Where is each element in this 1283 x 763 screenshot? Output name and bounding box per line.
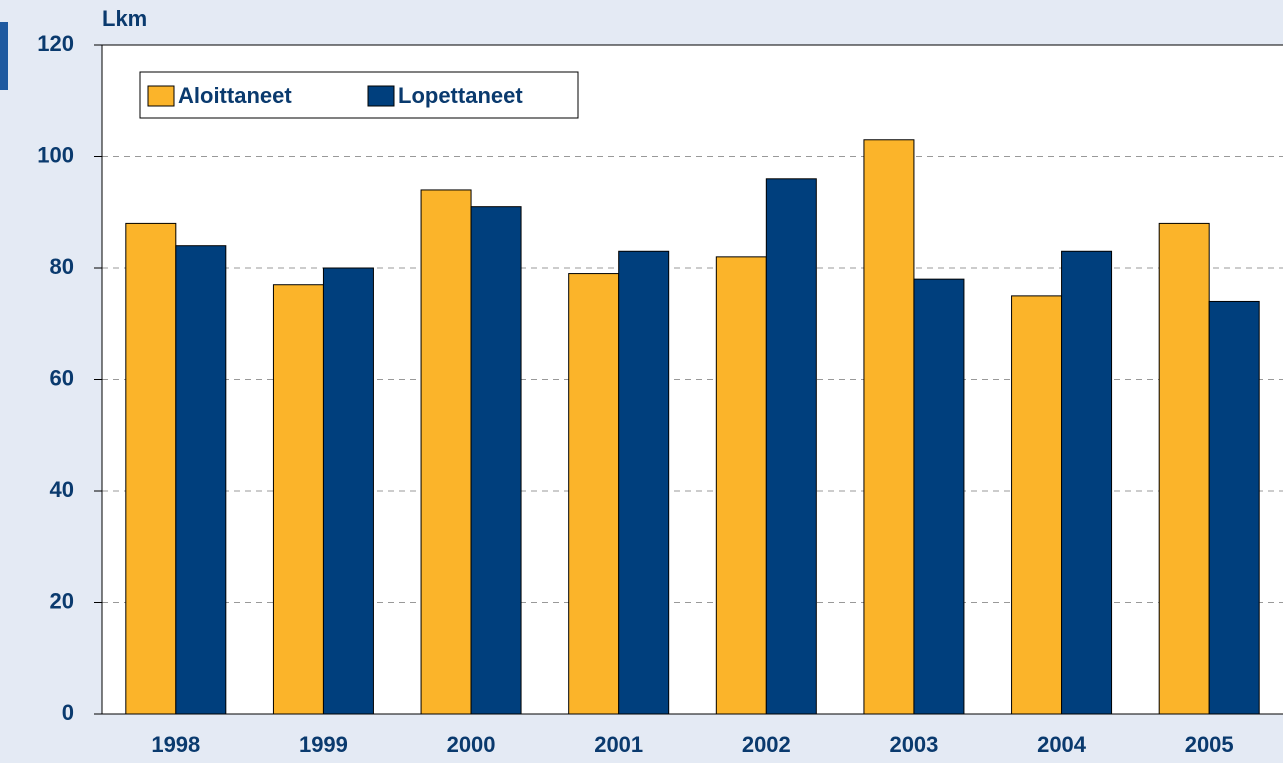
legend-swatch (367, 85, 395, 107)
x-tick-label: 2003 (889, 732, 938, 757)
y-tick-label: 40 (50, 477, 74, 502)
bar (1011, 295, 1063, 715)
y-tick-label: 120 (37, 31, 74, 56)
bar (470, 206, 522, 715)
bar (715, 256, 767, 715)
bar (175, 245, 227, 715)
x-tick-label: 2004 (1037, 732, 1087, 757)
bar (863, 139, 915, 715)
legend-label: Aloittaneet (178, 83, 292, 108)
y-tick-label: 60 (50, 365, 74, 390)
bar (420, 189, 472, 715)
x-tick-label: 2000 (447, 732, 496, 757)
y-axis-label: Lkm (102, 6, 147, 31)
x-tick-label: 2005 (1185, 732, 1234, 757)
bar (913, 278, 965, 715)
x-tick-label: 1999 (299, 732, 348, 757)
bar (125, 222, 177, 715)
bar (322, 267, 374, 715)
bar (272, 284, 324, 715)
legend-swatch (147, 85, 175, 107)
bar (1061, 250, 1113, 715)
bar (568, 273, 620, 715)
legend-box (139, 71, 579, 119)
y-tick-label: 100 (37, 142, 74, 167)
x-tick-label: 2002 (742, 732, 791, 757)
bar (1208, 300, 1260, 715)
y-tick-label: 80 (50, 254, 74, 279)
decor-strip (0, 22, 8, 90)
y-tick-label: 0 (62, 700, 74, 725)
x-tick-label: 1998 (151, 732, 200, 757)
x-tick-label: 2001 (594, 732, 643, 757)
bar (1158, 222, 1210, 715)
bar (618, 250, 670, 715)
y-tick-label: 20 (50, 588, 74, 613)
legend-label: Lopettaneet (398, 83, 523, 108)
bar (765, 178, 817, 715)
